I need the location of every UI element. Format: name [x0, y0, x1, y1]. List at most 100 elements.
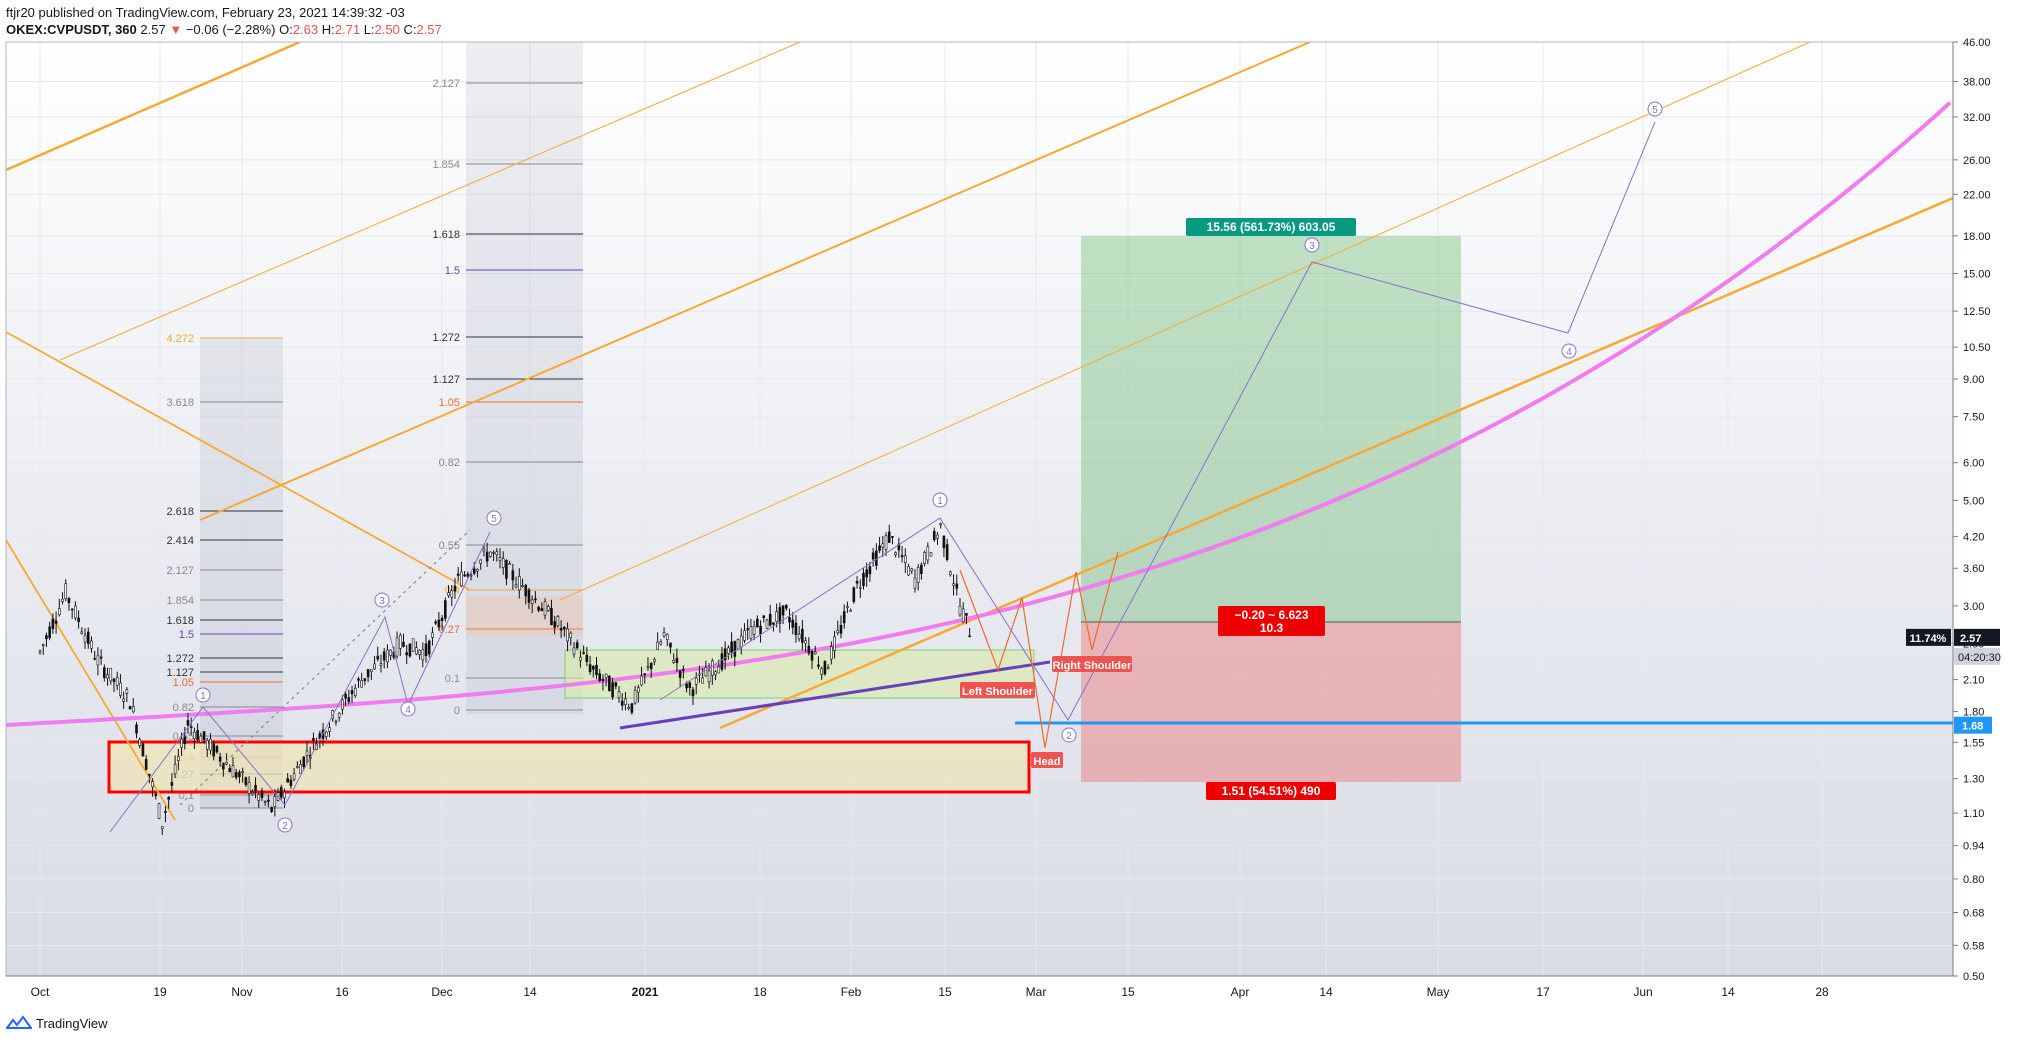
candle-body	[649, 662, 653, 670]
candle-body	[682, 668, 685, 671]
tag-bg	[1031, 752, 1063, 768]
candle-body	[669, 642, 672, 648]
price-change: −0.06 (−2.28%)	[185, 22, 276, 37]
candle-body	[270, 807, 273, 812]
candle-body	[514, 584, 518, 588]
candle-body	[968, 635, 971, 638]
candle-body	[556, 616, 560, 626]
candle-body	[424, 643, 428, 656]
candle-body	[460, 571, 463, 587]
candle-body	[135, 724, 138, 734]
candle-body	[260, 790, 264, 798]
candle-body	[701, 677, 704, 684]
candle-body	[61, 598, 64, 602]
candle-body	[350, 690, 354, 695]
x-tick-label: 18	[753, 985, 767, 999]
y-tick-label: 1.10	[1963, 808, 1984, 820]
candle-body	[154, 793, 158, 796]
x-tick-label: 19	[153, 985, 167, 999]
x-tick-label: 14	[1721, 985, 1735, 999]
candle-body	[222, 762, 225, 770]
candle-body	[241, 771, 244, 774]
candle-body	[936, 534, 939, 539]
candle-body	[337, 712, 341, 718]
loss-zone	[1081, 622, 1461, 782]
fib-label: 2.127	[432, 78, 460, 90]
candle-body	[910, 568, 914, 572]
candle-body	[662, 632, 666, 637]
candle-body	[382, 651, 386, 661]
fib-label: 1.272	[166, 653, 194, 665]
fib-orange-zone	[466, 596, 583, 636]
candle-body	[643, 673, 647, 676]
candle-body	[151, 781, 154, 788]
hs-projection	[959, 551, 1119, 749]
close-value: 2.57	[416, 22, 442, 37]
candle-body	[833, 636, 836, 651]
x-tick-label: 17	[1536, 985, 1550, 999]
channel-line-thin	[559, 42, 1811, 601]
wave-circle	[1561, 343, 1577, 359]
symbol-ohlc-line: OKEX:CVPUSDT, 360 2.57 ▼ −0.06 (−2.28%) …	[6, 21, 442, 38]
candle-body	[38, 650, 42, 653]
candle-body	[360, 680, 363, 688]
fib-label: 1.618	[166, 615, 194, 627]
y-tick-label: 4.20	[1963, 531, 1984, 543]
wave-label: 5	[491, 514, 497, 525]
y-tick-label: 0.58	[1963, 940, 1984, 952]
candle-body	[913, 577, 917, 589]
tradingview-logo-icon	[6, 1015, 32, 1029]
candle-body	[131, 706, 135, 713]
candle-body	[717, 666, 721, 674]
y-tick-label: 46.00	[1963, 37, 1991, 49]
candle-body	[781, 605, 785, 616]
candle-body	[617, 691, 621, 699]
candle-body	[714, 671, 717, 675]
candle-body	[836, 630, 840, 633]
candle-body	[553, 621, 556, 628]
candle-body	[286, 778, 289, 783]
candle-body	[376, 655, 380, 660]
fib-label: 0.55	[439, 540, 460, 552]
candle-body	[646, 666, 650, 668]
candle-body	[955, 583, 959, 589]
last-price: 2.57	[140, 22, 166, 37]
symbol-label[interactable]: OKEX:CVPUSDT, 360	[6, 22, 137, 37]
wave-circle	[1304, 237, 1320, 253]
wave-circle	[277, 817, 293, 833]
candle-body	[611, 682, 614, 698]
candle-body	[415, 647, 418, 655]
fib-label: 1.5	[179, 629, 194, 641]
wave-circle	[932, 492, 948, 508]
fib-label: 0	[454, 705, 460, 717]
candle-body	[884, 535, 888, 550]
candle-body	[826, 667, 830, 670]
candle-body	[727, 647, 730, 654]
candle-body	[685, 683, 688, 689]
candle-body	[267, 799, 270, 802]
candle-body	[505, 559, 508, 579]
candle-body	[251, 792, 254, 795]
candle-body	[878, 545, 881, 551]
candle-body	[411, 638, 415, 652]
y-tick-label: 38.00	[1963, 76, 1991, 88]
candle-body	[70, 608, 74, 611]
candle-body	[736, 639, 740, 650]
candle-body	[103, 667, 106, 679]
publish-info: ftjr20 published on TradingView.com, Feb…	[6, 5, 405, 20]
candle-body	[77, 617, 80, 622]
head-label: Head	[1031, 752, 1063, 768]
candle-body	[450, 590, 454, 598]
fib-label: 2.127	[166, 565, 194, 577]
plot-background	[6, 42, 1953, 976]
candle-body	[894, 552, 897, 555]
channel-line-upper-left	[6, 42, 301, 172]
wave-label: 2	[1066, 731, 1072, 742]
candle-body	[482, 548, 486, 552]
candle-body	[752, 625, 756, 635]
candle-body	[479, 559, 482, 564]
candle-body	[218, 756, 222, 762]
candle-body	[768, 614, 772, 626]
wave-circle	[1647, 101, 1663, 117]
